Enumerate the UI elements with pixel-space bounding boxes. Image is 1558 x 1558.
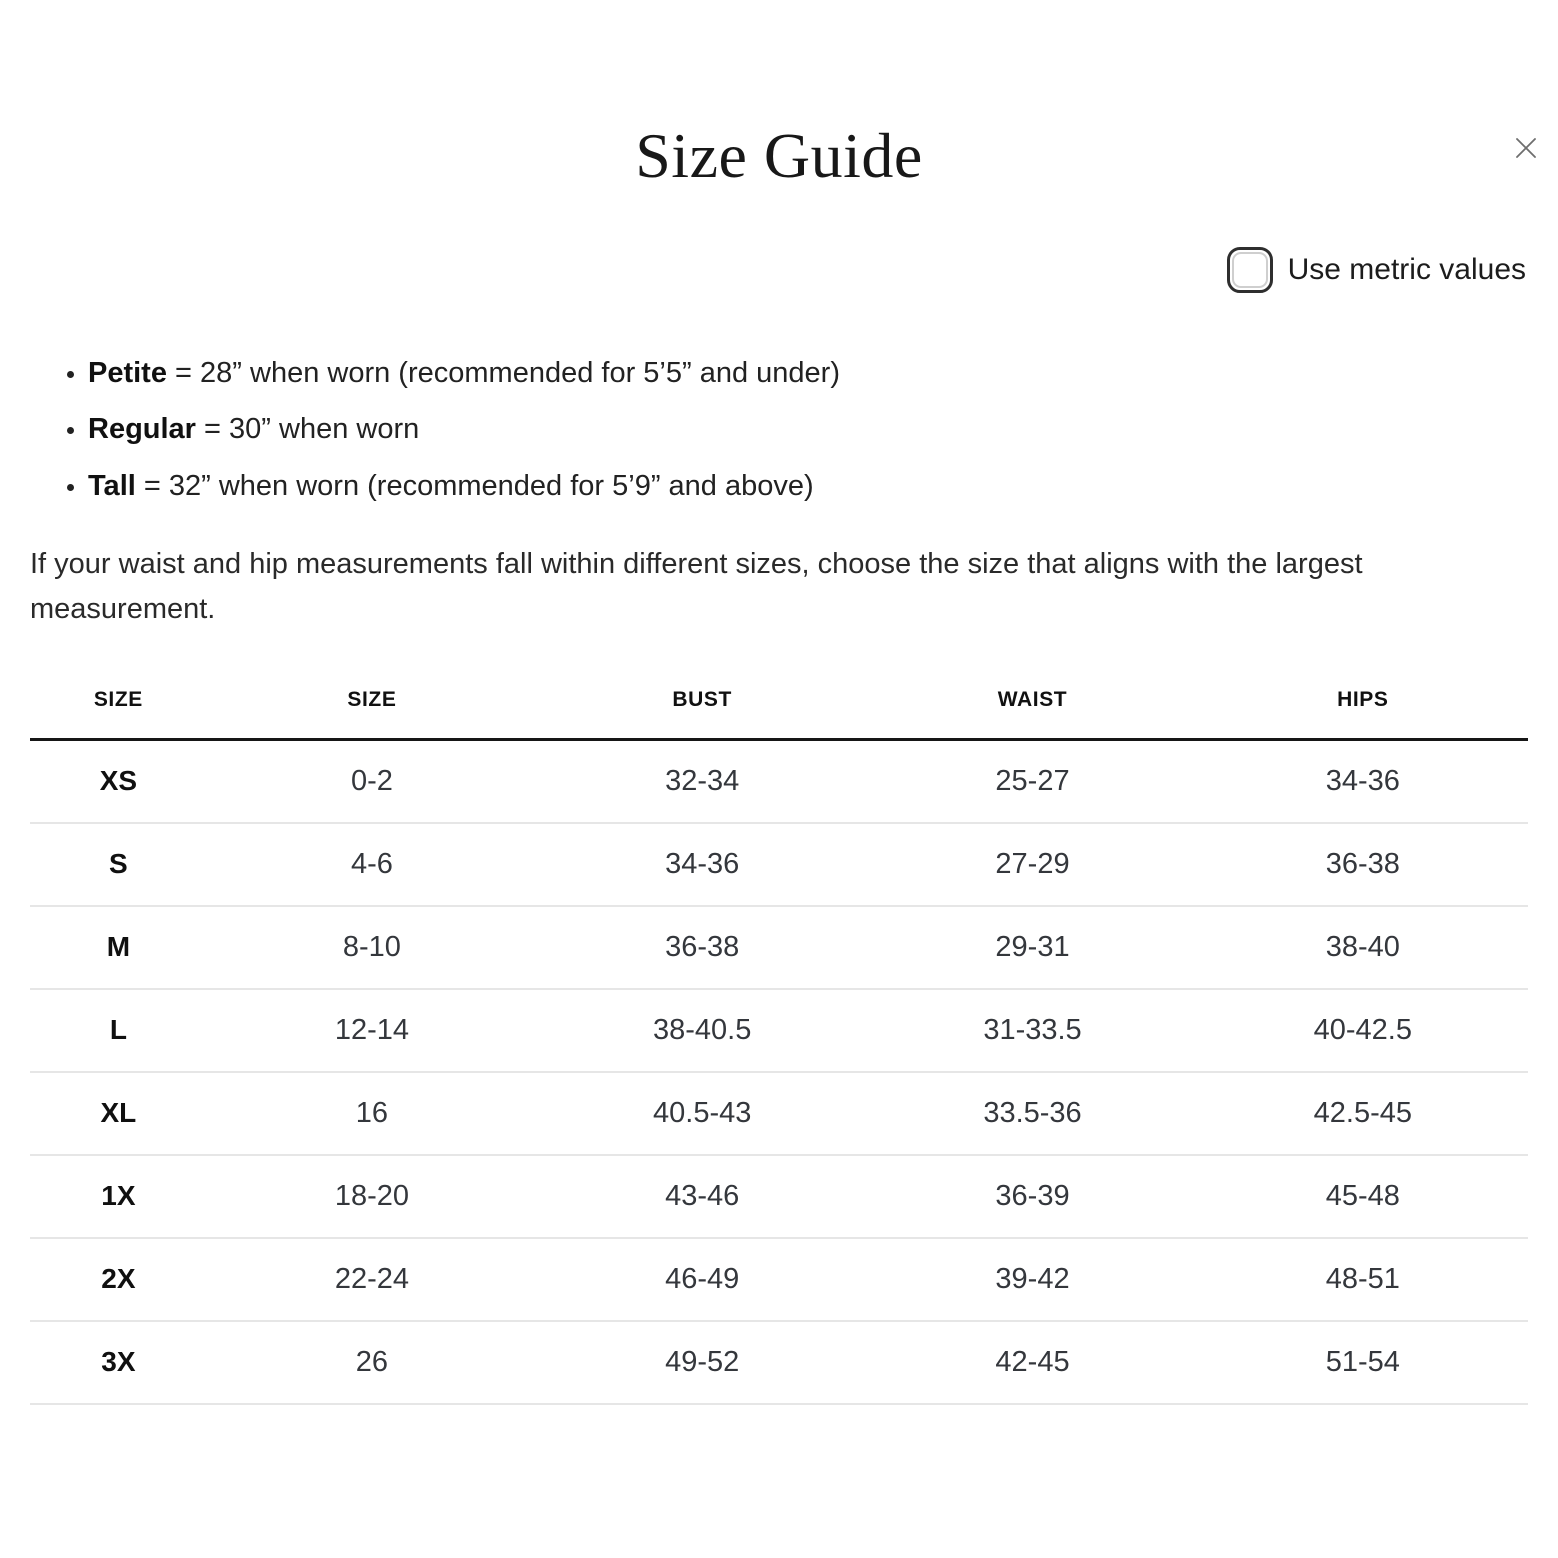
cell-size: XL: [30, 1071, 207, 1156]
cell-size: M: [30, 905, 207, 990]
metric-checkbox[interactable]: [1226, 247, 1273, 294]
cell-numeric: 8-10: [206, 905, 538, 990]
note-term: Petite: [88, 357, 167, 390]
cell-waist: 39-42: [867, 1237, 1198, 1322]
column-header-bust: BUST: [537, 687, 868, 741]
cell-waist: 42-45: [867, 1320, 1198, 1405]
cell-hips: 45-48: [1197, 1154, 1528, 1239]
cell-waist: 33.5-36: [867, 1071, 1198, 1156]
cell-numeric: 4-6: [206, 822, 538, 907]
table-row: 2X 22-24 46-49 39-42 48-51: [30, 1237, 1528, 1322]
metric-checkbox-inner: [1231, 252, 1268, 289]
cell-hips: 40-42.5: [1197, 988, 1528, 1073]
page-title: Size Guide: [635, 120, 923, 191]
list-item-petite: Petite = 28” when worn (recommended for …: [88, 355, 1528, 391]
size-chart-table: SIZE SIZE BUST WAIST HIPS XS 0-2 32-34 2…: [30, 687, 1528, 1405]
note-text: = 30” when worn: [204, 413, 420, 446]
cell-size: L: [30, 988, 207, 1073]
cell-numeric: 12-14: [206, 988, 538, 1073]
cell-bust: 43-46: [537, 1154, 868, 1239]
cell-waist: 25-27: [867, 739, 1198, 824]
cell-size: S: [30, 822, 207, 907]
note-term: Tall: [88, 469, 136, 502]
cell-waist: 36-39: [867, 1154, 1198, 1239]
cell-hips: 42.5-45: [1197, 1071, 1528, 1156]
table-row: XS 0-2 32-34 25-27 34-36: [30, 739, 1528, 824]
cell-hips: 51-54: [1197, 1320, 1528, 1405]
table-row: 1X 18-20 43-46 36-39 45-48: [30, 1154, 1528, 1239]
list-item-tall: Tall = 32” when worn (recommended for 5’…: [88, 468, 1528, 504]
column-header-waist: WAIST: [867, 687, 1198, 741]
cell-numeric: 16: [206, 1071, 538, 1156]
cell-numeric: 18-20: [206, 1154, 538, 1239]
cell-bust: 38-40.5: [537, 988, 868, 1073]
close-button[interactable]: [1506, 128, 1546, 168]
cell-waist: 29-31: [867, 905, 1198, 990]
cell-numeric: 22-24: [206, 1237, 538, 1322]
column-header-size-numeric: SIZE: [206, 687, 538, 741]
length-notes-list: Petite = 28” when worn (recommended for …: [30, 355, 1528, 504]
table-row: M 8-10 36-38 29-31 38-40: [30, 905, 1528, 990]
table-row: XL 16 40.5-43 33.5-36 42.5-45: [30, 1071, 1528, 1156]
cell-bust: 46-49: [537, 1237, 868, 1322]
note-term: Regular: [88, 413, 196, 446]
table-row: S 4-6 34-36 27-29 36-38: [30, 822, 1528, 907]
cell-bust: 32-34: [537, 739, 868, 824]
cell-hips: 36-38: [1197, 822, 1528, 907]
metric-toggle-row: Use metric values: [30, 247, 1528, 294]
column-header-size: SIZE: [30, 687, 207, 741]
cell-size: XS: [30, 739, 207, 824]
cell-hips: 38-40: [1197, 905, 1528, 990]
close-icon: [1512, 134, 1540, 162]
note-text: = 28” when worn (recommended for 5’5” an…: [175, 357, 840, 390]
cell-size: 3X: [30, 1320, 207, 1405]
column-header-hips: HIPS: [1197, 687, 1528, 741]
cell-hips: 48-51: [1197, 1237, 1528, 1322]
cell-bust: 40.5-43: [537, 1071, 868, 1156]
cell-bust: 49-52: [537, 1320, 868, 1405]
table-row: L 12-14 38-40.5 31-33.5 40-42.5: [30, 988, 1528, 1073]
table-row: 3X 26 49-52 42-45 51-54: [30, 1320, 1528, 1405]
cell-waist: 27-29: [867, 822, 1198, 907]
cell-size: 1X: [30, 1154, 207, 1239]
list-item-regular: Regular = 30” when worn: [88, 411, 1528, 447]
note-text: = 32” when worn (recommended for 5’9” an…: [143, 469, 814, 502]
metric-checkbox-label[interactable]: Use metric values: [1287, 253, 1526, 287]
cell-size: 2X: [30, 1237, 207, 1322]
cell-numeric: 0-2: [206, 739, 538, 824]
cell-bust: 34-36: [537, 822, 868, 907]
cell-numeric: 26: [206, 1320, 538, 1405]
cell-waist: 31-33.5: [867, 988, 1198, 1073]
sizing-note: If your waist and hip measurements fall …: [30, 547, 1363, 625]
table-header-row: SIZE SIZE BUST WAIST HIPS: [30, 687, 1528, 741]
cell-bust: 36-38: [537, 905, 868, 990]
cell-hips: 34-36: [1197, 739, 1528, 824]
